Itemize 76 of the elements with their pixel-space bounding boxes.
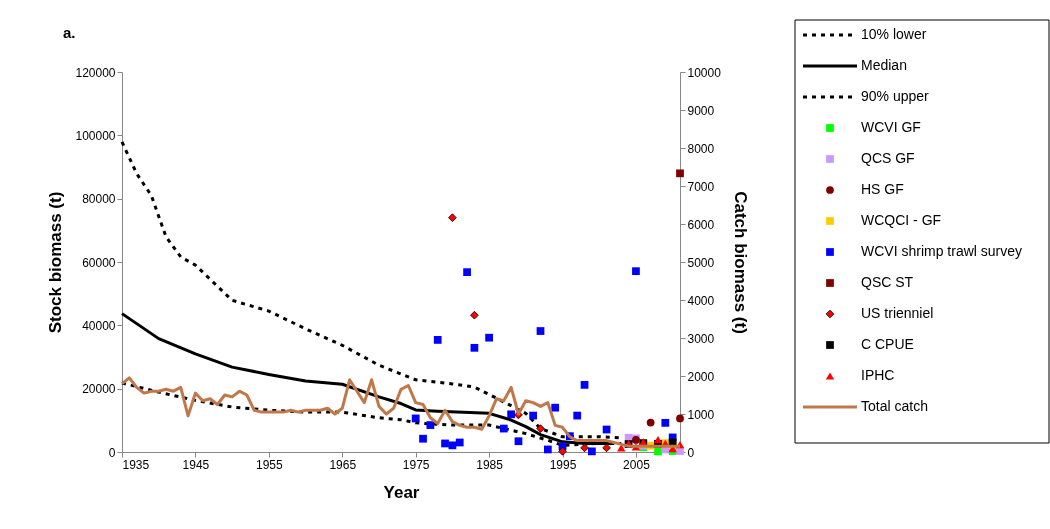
y-tick-label: 40000 bbox=[82, 318, 116, 333]
y-tick-label: 0 bbox=[108, 445, 116, 460]
y2-tick-label: 7000 bbox=[687, 179, 715, 194]
point bbox=[470, 343, 479, 352]
x-tick-label: 1965 bbox=[329, 457, 357, 472]
x-tick-label: 1945 bbox=[182, 457, 210, 472]
y-tick-label: 20000 bbox=[82, 382, 116, 397]
point bbox=[426, 421, 435, 429]
point bbox=[661, 418, 670, 427]
point bbox=[455, 438, 464, 447]
point bbox=[470, 310, 479, 320]
legend-label: US trienniel bbox=[861, 305, 934, 321]
legend-label: 10% lower bbox=[861, 26, 927, 42]
point bbox=[676, 414, 684, 423]
point bbox=[411, 414, 420, 423]
x-tick-label: 1985 bbox=[476, 457, 504, 472]
legend-label: QCS GF bbox=[861, 150, 915, 166]
y-axis-title: Stock biomass (t) bbox=[46, 191, 66, 334]
point bbox=[433, 336, 442, 344]
legend-label: QSC ST bbox=[861, 274, 914, 290]
y2-tick-label: 4000 bbox=[687, 293, 715, 308]
point bbox=[514, 437, 523, 446]
point bbox=[573, 411, 582, 420]
y-tick-label: 120000 bbox=[75, 65, 116, 80]
point bbox=[646, 418, 655, 427]
point bbox=[448, 213, 457, 222]
y2-tick-label: 10000 bbox=[687, 65, 722, 80]
legend-label: WCQCI - GF bbox=[861, 212, 942, 228]
point bbox=[529, 411, 538, 420]
x-tick-label: 1935 bbox=[122, 457, 150, 472]
point bbox=[558, 447, 567, 456]
x-axis-title: Year bbox=[383, 482, 420, 502]
point bbox=[536, 424, 545, 433]
legend-label: Median bbox=[861, 57, 907, 73]
point bbox=[653, 436, 663, 444]
y2-tick-label: 8000 bbox=[687, 141, 715, 156]
y2-tick-label: 3000 bbox=[687, 331, 715, 346]
y2-axis-title: Catch biomass (t) bbox=[730, 191, 750, 334]
point bbox=[441, 439, 449, 448]
point bbox=[580, 380, 589, 389]
point bbox=[580, 443, 589, 453]
y-tick-label: 60000 bbox=[82, 255, 116, 270]
point bbox=[551, 403, 560, 412]
point bbox=[617, 444, 626, 452]
x-tick-label: 2005 bbox=[623, 457, 651, 472]
legend-label: Total catch bbox=[861, 398, 928, 414]
point bbox=[507, 410, 515, 419]
x-tick-label: 1995 bbox=[549, 457, 577, 472]
point bbox=[676, 169, 684, 178]
point bbox=[463, 268, 471, 277]
point bbox=[632, 267, 640, 276]
point bbox=[588, 447, 596, 456]
point bbox=[499, 424, 508, 433]
y2-tick-label: 5000 bbox=[687, 255, 715, 270]
point bbox=[536, 327, 545, 335]
text: a. bbox=[63, 24, 76, 41]
point bbox=[543, 445, 552, 454]
y2-tick-label: 0 bbox=[687, 445, 695, 460]
y2-tick-label: 9000 bbox=[687, 103, 715, 118]
legend-label: C CPUE bbox=[861, 336, 914, 352]
y-tick-label: 100000 bbox=[75, 128, 116, 143]
y2-tick-label: 2000 bbox=[687, 369, 715, 384]
y-tick-label: 80000 bbox=[82, 192, 116, 207]
y2-tick-label: 6000 bbox=[687, 217, 715, 232]
legend-label: IPHC bbox=[861, 367, 895, 383]
point bbox=[485, 333, 493, 342]
legend-label: HS GF bbox=[861, 181, 904, 197]
point bbox=[448, 441, 457, 450]
legend-label: WCVI GF bbox=[861, 119, 921, 135]
point bbox=[419, 434, 427, 443]
x-tick-label: 1975 bbox=[402, 457, 430, 472]
point bbox=[602, 443, 611, 453]
legend-label: 90% upper bbox=[861, 88, 930, 104]
x-tick-label: 1955 bbox=[255, 457, 284, 472]
y2-tick-label: 1000 bbox=[687, 407, 715, 422]
legend-label: WCVI shrimp trawl survey bbox=[861, 243, 1023, 259]
